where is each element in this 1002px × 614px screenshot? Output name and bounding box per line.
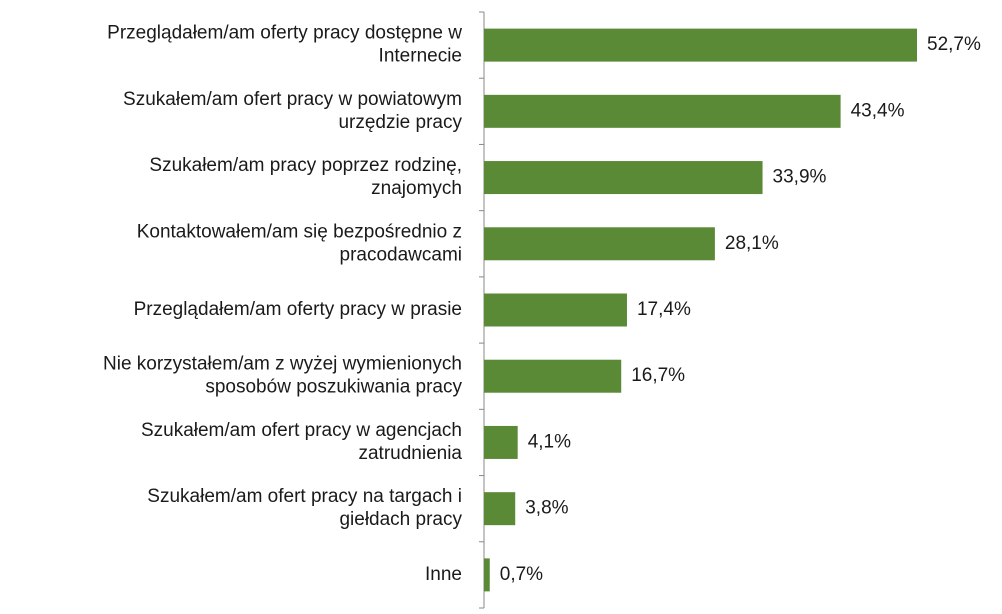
value-label: 17,4% [637, 299, 691, 320]
value-label: 28,1% [725, 233, 779, 254]
category-label: Przeglądałem/am oferty pracy w prasie [134, 299, 462, 320]
value-label: 4,1% [528, 431, 571, 452]
category-label: Inne [425, 564, 462, 585]
category-label: Szukałem/am ofert pracy w agencjach zatru… [141, 420, 462, 464]
bar [484, 425, 518, 459]
bar [484, 94, 841, 128]
value-label: 0,7% [500, 564, 543, 585]
bar [484, 293, 627, 327]
value-label: 52,7% [927, 34, 981, 55]
value-label: 33,9% [773, 167, 827, 188]
value-label: 43,4% [851, 100, 905, 121]
bar [484, 28, 918, 62]
bar [484, 359, 622, 393]
bar [484, 492, 516, 526]
bar [484, 558, 490, 592]
bar [484, 161, 763, 195]
category-label: Kontaktowałem/am się bezpośrednio z praco… [137, 221, 462, 265]
category-label: Szukałem/am pracy poprzez rodzinę, znajom… [149, 155, 462, 199]
bar [484, 227, 715, 261]
value-label: 16,7% [631, 365, 685, 386]
category-label: Nie korzystałem/am z wyżej wymienionych s… [103, 354, 462, 398]
value-label: 3,8% [525, 498, 568, 519]
category-label: Szukałem/am ofert pracy w powiatowym urzę… [123, 89, 462, 133]
category-label: Szukałem/am ofert pracy na targach i gieł… [147, 486, 462, 530]
